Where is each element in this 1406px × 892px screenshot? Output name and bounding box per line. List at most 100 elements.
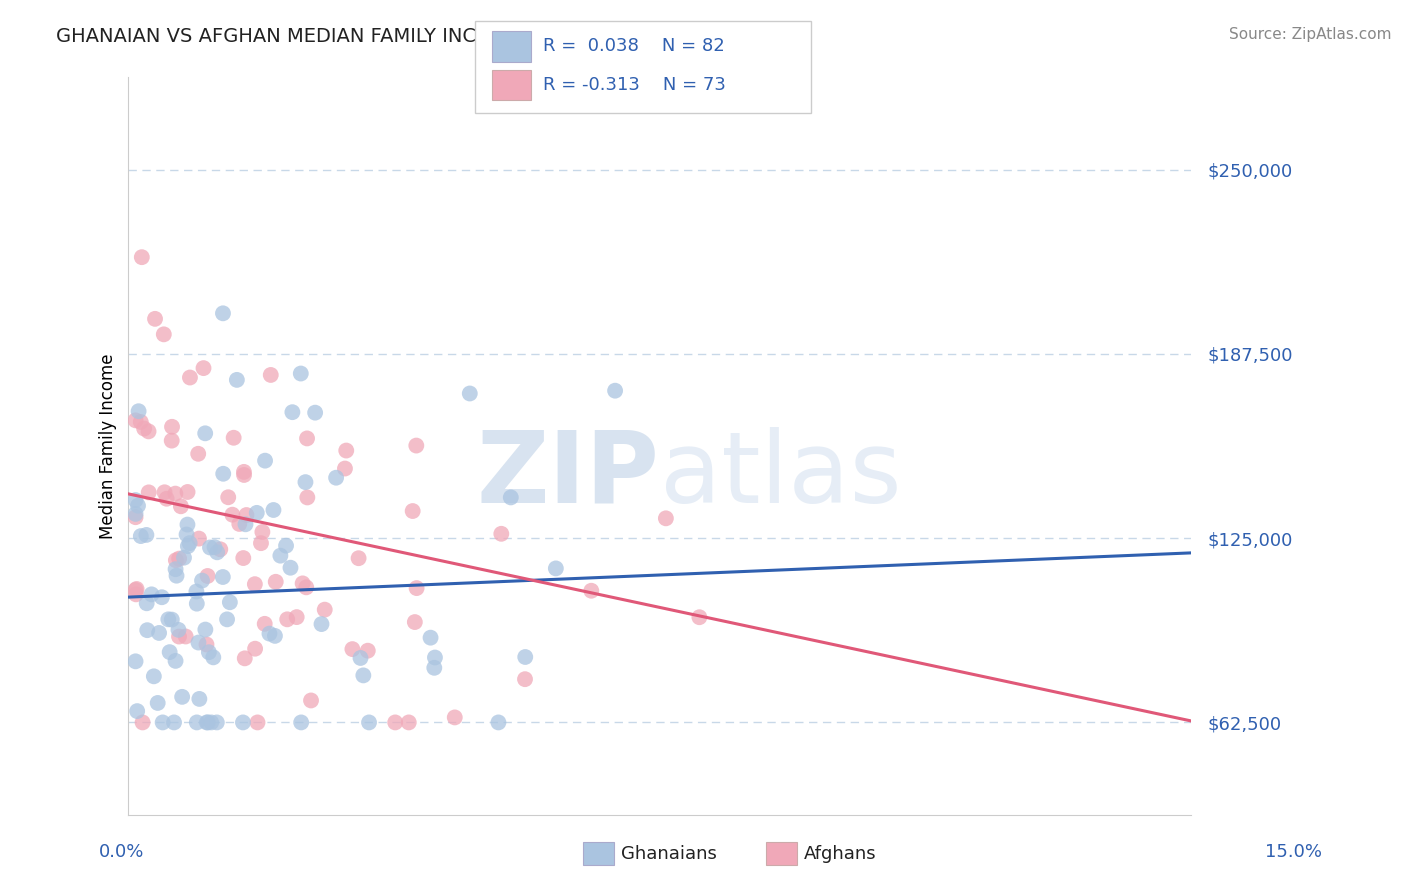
Point xyxy=(124,654,146,668)
Point xyxy=(280,560,302,574)
Point xyxy=(134,421,156,435)
Point xyxy=(124,507,146,521)
Point xyxy=(141,587,163,601)
Point xyxy=(209,542,232,557)
Point xyxy=(491,526,513,541)
Point xyxy=(262,503,284,517)
Text: ZIP: ZIP xyxy=(477,427,659,524)
Text: 15.0%: 15.0% xyxy=(1264,843,1322,861)
Point xyxy=(194,623,217,637)
Point xyxy=(603,384,626,398)
Point xyxy=(138,425,160,439)
Point xyxy=(285,610,308,624)
Point xyxy=(156,491,179,506)
Point xyxy=(186,715,208,730)
Point xyxy=(423,661,446,675)
Point xyxy=(195,715,218,730)
Point xyxy=(688,610,710,624)
Text: Afghans: Afghans xyxy=(804,845,877,863)
Point xyxy=(165,553,187,567)
Point xyxy=(173,550,195,565)
Point xyxy=(217,490,239,504)
Point xyxy=(160,419,183,434)
Point xyxy=(131,715,153,730)
Point xyxy=(127,704,149,718)
Point xyxy=(152,715,174,730)
Point xyxy=(299,693,322,707)
Point xyxy=(291,576,314,591)
Point xyxy=(129,529,152,543)
Point xyxy=(325,471,347,485)
Point xyxy=(246,506,269,520)
Point xyxy=(172,690,194,704)
Point xyxy=(150,591,173,605)
Point xyxy=(187,447,209,461)
Point xyxy=(419,631,441,645)
Point xyxy=(191,574,214,588)
Point xyxy=(205,545,228,559)
Point xyxy=(186,597,208,611)
Point xyxy=(125,582,148,596)
Point xyxy=(233,651,256,665)
Point xyxy=(499,491,522,505)
Point xyxy=(176,527,198,541)
Point xyxy=(188,532,211,546)
Point xyxy=(311,617,333,632)
Point xyxy=(222,431,245,445)
Point xyxy=(193,361,215,376)
Point xyxy=(212,467,235,481)
Point xyxy=(404,615,426,629)
Point xyxy=(142,669,165,683)
Point xyxy=(195,637,218,651)
Point xyxy=(177,539,200,553)
Point xyxy=(153,485,176,500)
Point xyxy=(290,367,312,381)
Point xyxy=(228,516,250,531)
Point xyxy=(166,568,188,582)
Text: Ghanaians: Ghanaians xyxy=(621,845,717,863)
Point xyxy=(205,715,228,730)
Point xyxy=(252,524,274,539)
Point xyxy=(179,536,201,550)
Point xyxy=(655,511,678,525)
Point xyxy=(314,602,336,616)
Point xyxy=(515,650,537,665)
Point xyxy=(276,612,298,626)
Point xyxy=(146,696,169,710)
Point xyxy=(124,493,146,508)
Point xyxy=(357,715,380,730)
Point xyxy=(423,650,446,665)
Point xyxy=(253,616,276,631)
Point xyxy=(198,541,221,555)
Point xyxy=(124,510,146,524)
Point xyxy=(243,577,266,591)
Point xyxy=(165,486,187,500)
Point xyxy=(342,642,364,657)
Point xyxy=(544,561,567,575)
Text: 0.0%: 0.0% xyxy=(98,843,143,861)
Point xyxy=(165,654,187,668)
Text: R =  0.038    N = 82: R = 0.038 N = 82 xyxy=(543,37,724,55)
Point xyxy=(198,645,221,659)
Text: R = -0.313    N = 73: R = -0.313 N = 73 xyxy=(543,76,725,94)
Point xyxy=(357,643,380,657)
Point xyxy=(269,549,291,563)
Point xyxy=(197,715,219,730)
Point xyxy=(295,431,318,445)
Point xyxy=(243,641,266,656)
Text: atlas: atlas xyxy=(659,427,901,524)
Point xyxy=(218,595,240,609)
Point xyxy=(264,629,287,643)
Point xyxy=(513,672,536,686)
Point xyxy=(167,623,190,637)
Point xyxy=(125,587,148,601)
Point xyxy=(179,370,201,384)
Point xyxy=(233,467,256,482)
Point xyxy=(335,443,357,458)
Point xyxy=(297,491,319,505)
Point xyxy=(259,626,281,640)
Point xyxy=(204,540,226,554)
Point xyxy=(167,630,190,644)
Point xyxy=(174,630,197,644)
Point xyxy=(581,583,603,598)
